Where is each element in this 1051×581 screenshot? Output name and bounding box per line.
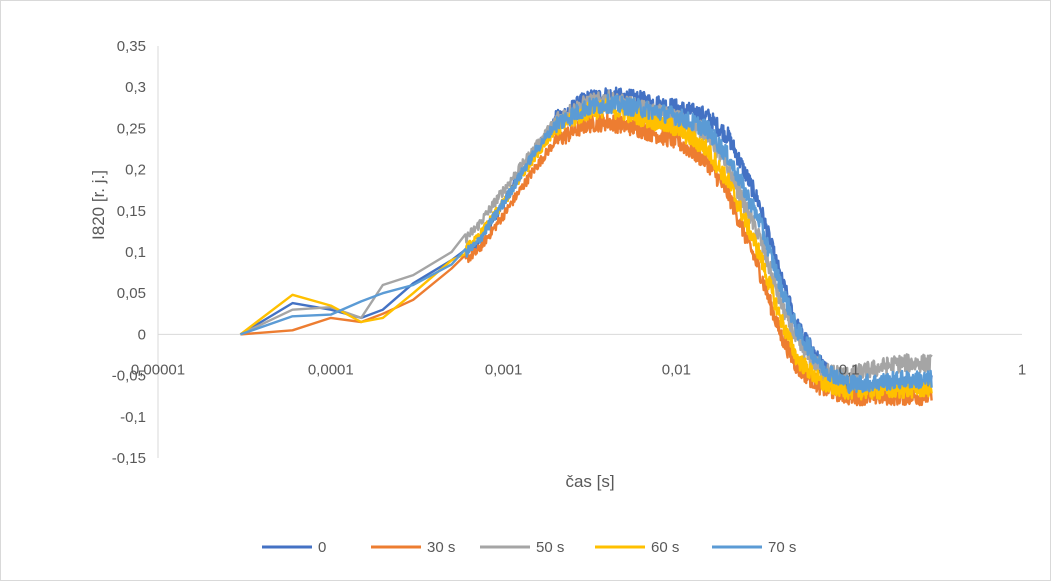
series-line-0 [239,86,933,399]
y-tick-label: -0,15 [112,450,146,467]
y-tick-label: 0,15 [117,203,146,220]
y-tick-label: 0,05 [117,285,146,302]
y-tick-label: 0 [138,326,146,343]
series-line-4 [240,93,933,394]
x-tick-label: 0,0001 [308,361,354,378]
series-line-3 [239,98,933,401]
y-tick-label: 0,35 [117,38,146,55]
x-tick-label: 0,1 [839,361,860,378]
series-line-1 [240,113,933,407]
legend: 0 30 s 50 s 60 s 70 s [262,539,796,556]
y-tick-label: 0,25 [117,120,146,137]
x-tick-label: 0,001 [485,361,523,378]
y-tick-label: 0,1 [125,244,146,261]
y-tick-label: 0,2 [125,162,146,179]
legend-label: 50 s [536,539,564,556]
series-line-2 [239,89,933,385]
legend-label: 70 s [768,539,796,556]
legend-label: 0 [318,539,326,556]
legend-label: 30 s [427,539,455,556]
y-tick-label: -0,05 [112,368,146,385]
x-axis-title: čas [s] [565,472,614,491]
x-tick-label: 1 [1018,361,1026,378]
y-tick-label: 0,3 [125,79,146,96]
x-tick-label: 0,00001 [131,361,185,378]
y-axis-title: I820 [r. j.] [89,170,108,240]
series-layer [239,86,933,407]
y-tick-label: -0,1 [120,409,146,426]
tick-labels: 0,35 0,3 0,25 0,2 0,15 0,1 0,05 0 -0,05 -0,1 -0,15… [112,38,1026,467]
legend-label: 60 s [651,539,679,556]
x-tick-label: 0,01 [662,361,691,378]
axes [157,46,1022,458]
